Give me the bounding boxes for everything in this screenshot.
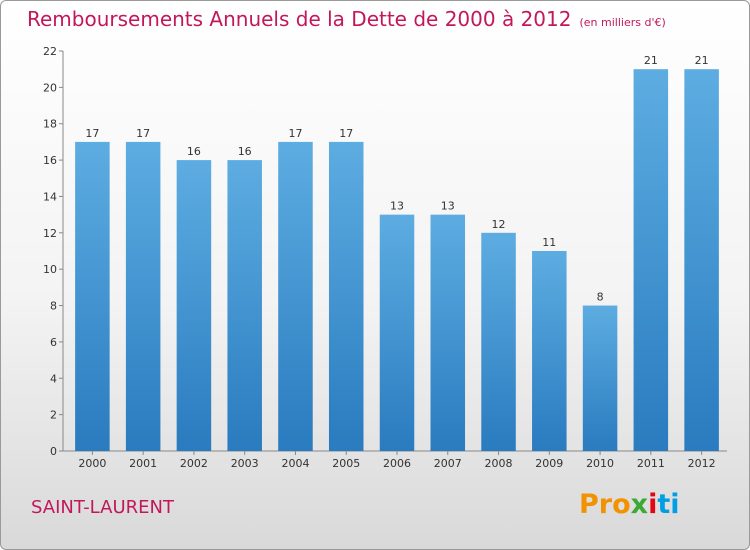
chart-title-text: Remboursements Annuels de la Dette de 20…	[27, 7, 572, 31]
y-tick-label: 16	[43, 154, 57, 167]
x-tick-label: 2010	[586, 457, 614, 470]
y-tick-label: 18	[43, 118, 57, 131]
data-label: 17	[288, 127, 302, 140]
y-tick-label: 6	[50, 336, 57, 349]
logo-part-4: ti	[657, 489, 680, 520]
x-tick-label: 2000	[78, 457, 106, 470]
data-label: 21	[695, 54, 709, 67]
y-tick-label: 22	[43, 45, 57, 58]
data-label: 13	[390, 200, 404, 213]
bar-2007[interactable]	[430, 214, 466, 451]
logo-part-3: i	[648, 489, 658, 520]
x-tick-label: 2011	[637, 457, 665, 470]
data-label: 11	[542, 236, 556, 249]
x-tick-label: 2012	[688, 457, 716, 470]
x-tick-label: 2008	[485, 457, 513, 470]
x-tick-label: 2001	[129, 457, 157, 470]
chart-bars	[75, 69, 719, 451]
x-tick-label: 2002	[180, 457, 208, 470]
data-label: 16	[187, 145, 201, 158]
bar-2009[interactable]	[532, 251, 567, 451]
bar-2001[interactable]	[125, 141, 161, 451]
data-label: 17	[339, 127, 353, 140]
bar-2003[interactable]	[227, 160, 262, 451]
bar-2000[interactable]	[75, 141, 110, 451]
chart-unit: (en milliers d'€)	[579, 16, 666, 29]
y-tick-label: 10	[43, 263, 57, 276]
chart-data-labels: 17 17 16 16 17 17 13 13 12 11 8 21 21	[85, 54, 708, 303]
data-label: 12	[492, 218, 506, 231]
data-label: 16	[238, 145, 252, 158]
y-tick-label: 12	[43, 227, 57, 240]
logo-part-2: x	[630, 489, 649, 520]
x-tick-label: 2005	[332, 457, 360, 470]
bar-2006[interactable]	[379, 214, 415, 451]
data-label: 8	[597, 291, 604, 304]
x-tick-label: 2009	[535, 457, 563, 470]
data-label: 17	[85, 127, 99, 140]
proxiti-logo[interactable]: Proxiti	[579, 489, 680, 520]
chart-axes: 0 2 4 6 8 10 12 14 16 18 20 22 2000 2001 2002 2003 2004 2…	[43, 45, 727, 470]
y-tick-label: 8	[50, 300, 57, 313]
bar-2005[interactable]	[328, 141, 364, 451]
bar-2010[interactable]	[582, 305, 618, 451]
bar-2012[interactable]	[684, 69, 719, 451]
data-label: 13	[441, 200, 455, 213]
city-name: SAINT-LAURENT	[31, 497, 174, 518]
x-tick-label: 2007	[434, 457, 462, 470]
x-tick-label: 2004	[281, 457, 309, 470]
y-tick-label: 0	[50, 445, 57, 458]
data-label: 17	[136, 127, 150, 140]
y-tick-label: 14	[43, 190, 57, 203]
y-tick-label: 2	[50, 409, 57, 422]
bar-2002[interactable]	[176, 160, 212, 451]
logo-part-1: Pro	[579, 489, 631, 520]
bar-2008[interactable]	[481, 232, 516, 451]
bar-2004[interactable]	[278, 141, 313, 451]
y-tick-label: 20	[43, 81, 57, 94]
x-tick-label: 2006	[383, 457, 411, 470]
chart-title: Remboursements Annuels de la Dette de 20…	[27, 7, 666, 31]
data-label: 21	[644, 54, 658, 67]
x-tick-label: 2003	[231, 457, 259, 470]
bar-2011[interactable]	[633, 69, 669, 451]
y-tick-label: 4	[50, 372, 57, 385]
